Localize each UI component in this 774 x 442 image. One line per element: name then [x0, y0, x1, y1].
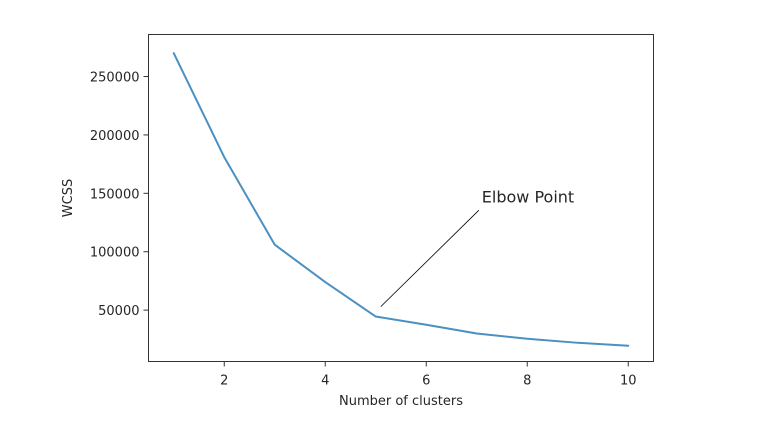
annotation-label: Elbow Point: [482, 187, 574, 206]
x-tick-label: 8: [523, 374, 531, 389]
y-tick-label: 200000: [90, 129, 140, 144]
x-tick-label: 10: [620, 374, 637, 389]
y-tick-label: 250000: [90, 71, 140, 86]
y-axis-title: WCSS: [61, 179, 76, 217]
x-axis-ticks: 2 4 6 8 10: [220, 361, 637, 389]
x-tick-label: 2: [220, 374, 228, 389]
y-axis-ticks: 50000 100000 150000 200000 250000: [90, 71, 149, 319]
series-line: [172, 52, 630, 347]
plot-area: [148, 34, 654, 362]
y-tick-label: 50000: [98, 304, 139, 319]
annotation-layer: Elbow Point: [380, 187, 574, 307]
x-tick-label: 6: [422, 374, 430, 389]
x-axis-title: Number of clusters: [339, 394, 463, 409]
annotation-arrow: [380, 210, 480, 307]
y-tick-label: 150000: [90, 187, 140, 202]
x-tick-label: 4: [321, 374, 329, 389]
y-tick-label: 100000: [90, 246, 140, 261]
series-layer: [172, 52, 630, 347]
